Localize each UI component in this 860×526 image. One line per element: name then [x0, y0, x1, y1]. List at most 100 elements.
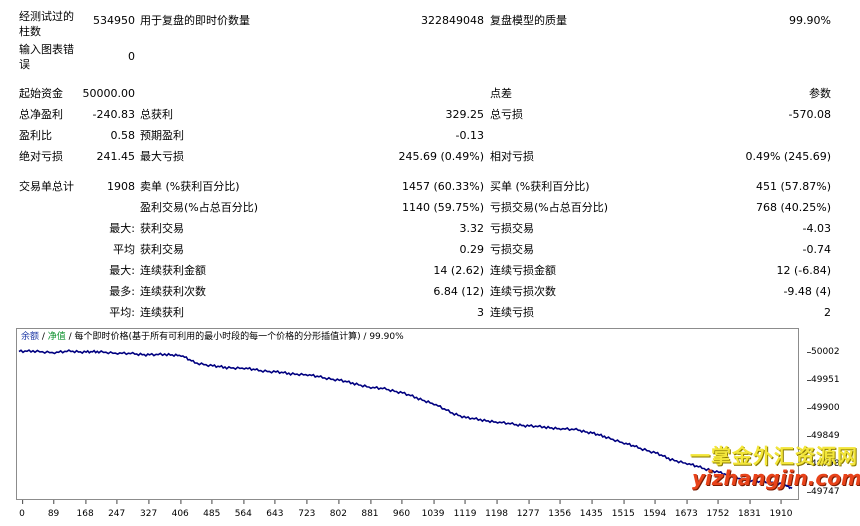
spread-label: 点差: [490, 87, 512, 100]
largest-profit-value: 3.32: [459, 222, 485, 235]
chart-caption: 余额 / 净值 / 每个即时价格(基于所有可利用的最小时段的每一个价格的分形插值…: [21, 331, 404, 343]
y-tick-label: 49747: [807, 487, 840, 498]
balance-chart: 余额 / 净值 / 每个即时价格(基于所有可利用的最小时段的每一个价格的分形插值…: [16, 328, 799, 500]
x-tick-label: 643: [266, 500, 284, 519]
gross-profit-label: 总获利: [140, 108, 173, 121]
avg-cons-prefix: 平均:: [109, 306, 135, 319]
max-cons-prefix: 最大:: [109, 264, 135, 277]
x-tick-label: 485: [203, 500, 221, 519]
ticks-value: 322849048: [421, 14, 484, 27]
rel-drawdown-value: 0.49% (245.69): [745, 150, 831, 163]
initial-deposit-value: 50000.00: [82, 87, 136, 100]
x-tick-label: 723: [298, 500, 316, 519]
errors-value: 0: [128, 50, 135, 63]
maximal-prefix: 最多:: [109, 285, 135, 298]
watermark-url: yizhangjin.com: [692, 466, 860, 490]
max-drawdown-label: 最大亏损: [140, 150, 184, 163]
x-tick-label: 1039: [421, 500, 445, 519]
x-tick-label: 89: [47, 500, 60, 519]
x-tick-label: 327: [140, 500, 158, 519]
x-tick-label: 1594: [643, 500, 667, 519]
short-trades-value: 1457 (60.33%): [401, 180, 484, 193]
errors-label: 输入图表错 误: [19, 43, 74, 71]
model-quality-label: 复盘模型的质量: [490, 14, 567, 27]
caption-sep: /: [39, 332, 48, 342]
largest-loss-label: 亏损交易: [490, 222, 534, 235]
x-tick-label: 168: [76, 500, 94, 519]
largest-profit-label: 获利交易: [140, 222, 184, 235]
largest-prefix: 最大:: [109, 222, 135, 235]
report-stats: 经测试过的 柱数 534950 用于复盘的即时价数量 322849048 复盘模…: [19, 10, 831, 319]
y-tick-label: 49849: [807, 430, 840, 441]
y-axis: 50002 49951 49900 49849 49798 49747: [797, 328, 857, 500]
profit-trades-label: 盈利交易(%占总百分比): [140, 201, 259, 214]
average-profit-value: 0.29: [459, 243, 485, 256]
caption-balance: 余额: [21, 332, 40, 342]
x-tick-label: 564: [234, 500, 252, 519]
net-profit-label: 总净盈利: [19, 108, 63, 121]
long-trades-value: 451 (57.87%): [755, 180, 831, 193]
x-tick-label: 247: [108, 500, 126, 519]
y-tick-label: 50002: [807, 346, 840, 357]
bars-tested-value: 534950: [93, 14, 135, 27]
x-tick-label: 1435: [579, 500, 603, 519]
max-cons-wins-amount-label: 连续获利金额: [140, 264, 206, 277]
average-loss-label: 亏损交易: [490, 243, 534, 256]
avg-cons-wins-value: 3: [477, 306, 484, 319]
avg-cons-wins-label: 连续获利: [140, 306, 184, 319]
x-tick-label: 1277: [516, 500, 540, 519]
maximal-cons-profit-label: 连续获利次数: [140, 285, 206, 298]
average-profit-label: 获利交易: [140, 243, 184, 256]
abs-drawdown-label: 绝对亏损: [19, 150, 63, 163]
x-tick-label: 1752: [706, 500, 730, 519]
spread-value: 参数: [809, 87, 831, 100]
caption-equity: 净值: [47, 332, 66, 342]
model-quality-value: 99.90%: [789, 14, 831, 27]
profit-factor-label: 盈利比: [19, 129, 52, 142]
abs-drawdown-value: 241.45: [96, 150, 136, 163]
max-cons-wins-amount-value: 14 (2.62): [433, 264, 484, 277]
profit-factor-value: 0.58: [110, 129, 136, 142]
x-axis: 0 89 168 247 327 406 485 564 643 723 802 881 960 1039…: [16, 499, 806, 526]
caption-rest: / 每个即时价格(基于所有可利用的最小时段的每一个价格的分形插值计算) / 99…: [65, 332, 404, 342]
x-tick-label: 1910: [769, 500, 793, 519]
largest-loss-value: -4.03: [802, 222, 831, 235]
net-profit-value: -240.83: [92, 108, 135, 121]
max-cons-losses-amount-value: 12 (-6.84): [776, 264, 831, 277]
x-tick-label: 1119: [453, 500, 477, 519]
maximal-cons-profit-value: 6.84 (12): [433, 285, 484, 298]
gross-loss-value: -570.08: [788, 108, 831, 121]
x-tick-label: 1515: [611, 500, 635, 519]
x-tick-label: 1831: [738, 500, 761, 519]
rel-drawdown-label: 相对亏损: [490, 150, 534, 163]
max-cons-losses-amount-label: 连续亏损金额: [490, 264, 556, 277]
expected-payoff-value: -0.13: [455, 129, 484, 142]
profit-trades-value: 1140 (59.75%): [401, 201, 484, 214]
total-trades-value: 1908: [107, 180, 135, 193]
loss-trades-value: 768 (40.25%): [755, 201, 831, 214]
x-tick-label: 406: [171, 500, 189, 519]
y-tick-label: 49798: [807, 459, 840, 469]
long-trades-label: 买单 (%获利百分比): [490, 180, 590, 193]
bars-tested-label: 经测试过的 柱数: [19, 10, 74, 38]
average-loss-value: -0.74: [802, 243, 831, 256]
x-tick-label: 0: [19, 500, 25, 519]
x-tick-label: 1198: [485, 500, 509, 519]
x-tick-label: 1673: [674, 500, 698, 519]
avg-cons-losses-label: 连续亏损: [490, 306, 534, 319]
x-tick-label: 802: [329, 500, 347, 519]
total-trades-label: 交易单总计: [19, 180, 74, 193]
watermark-chinese: 一掌金外汇资源网: [690, 444, 858, 468]
gross-loss-label: 总亏损: [490, 108, 523, 121]
average-prefix: 平均: [113, 243, 135, 256]
max-drawdown-value: 245.69 (0.49%): [398, 150, 484, 163]
balance-line: [18, 349, 793, 490]
y-tick-label: 49951: [807, 374, 840, 385]
x-tick-label: 960: [392, 500, 411, 519]
x-tick-label: 881: [361, 500, 379, 519]
maximal-cons-loss-value: -9.48 (4): [783, 285, 831, 298]
avg-cons-losses-value: 2: [824, 306, 831, 319]
ticks-label: 用于复盘的即时价数量: [140, 14, 250, 27]
watermark: 一掌金外汇资源网 yizhangjin.com: [686, 440, 860, 492]
y-tick-label: 49900: [807, 402, 840, 413]
